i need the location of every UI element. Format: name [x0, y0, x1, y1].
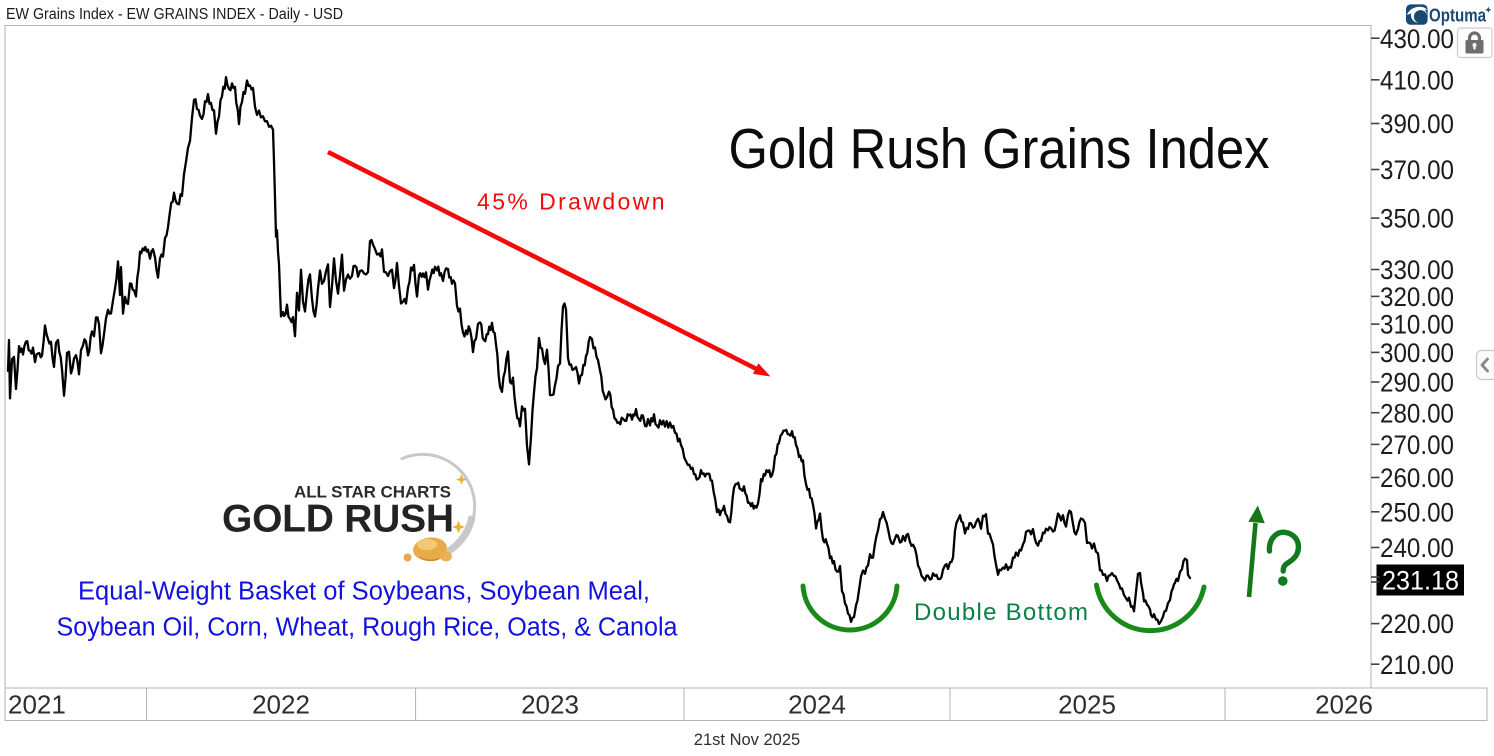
svg-text:370.00: 370.00: [1380, 155, 1454, 185]
svg-text:2023: 2023: [521, 690, 579, 720]
svg-text:Equal-Weight Basket of Soybean: Equal-Weight Basket of Soybeans, Soybean…: [78, 578, 650, 606]
svg-text:210.00: 210.00: [1380, 650, 1454, 680]
svg-text:EW Grains Index - EW GRAINS IN: EW Grains Index - EW GRAINS INDEX - Dail…: [6, 6, 343, 23]
svg-text:350.00: 350.00: [1380, 204, 1454, 234]
svg-text:2025: 2025: [1058, 690, 1116, 720]
svg-text:270.00: 270.00: [1380, 430, 1454, 460]
svg-text:Optuma: Optuma: [1429, 5, 1487, 26]
svg-text:45% Drawdown: 45% Drawdown: [477, 189, 667, 215]
svg-text:260.00: 260.00: [1380, 463, 1454, 493]
svg-text:250.00: 250.00: [1380, 497, 1454, 527]
svg-text:GOLD RUSH: GOLD RUSH: [222, 498, 454, 541]
svg-text:2022: 2022: [252, 690, 310, 720]
svg-text:2026: 2026: [1315, 690, 1373, 720]
svg-text:Soybean Oil, Corn, Wheat, Roug: Soybean Oil, Corn, Wheat, Rough Rice, Oa…: [57, 614, 679, 642]
svg-text:21st Nov 2025: 21st Nov 2025: [694, 731, 800, 749]
svg-text:410.00: 410.00: [1380, 65, 1454, 95]
svg-text:2024: 2024: [788, 690, 846, 720]
svg-text:330.00: 330.00: [1380, 255, 1454, 285]
svg-text:ALL STAR CHARTS: ALL STAR CHARTS: [294, 483, 451, 502]
svg-text:300.00: 300.00: [1380, 338, 1454, 368]
svg-text:430.00: 430.00: [1380, 24, 1454, 54]
svg-text:Gold Rush Grains Index: Gold Rush Grains Index: [729, 117, 1270, 181]
svg-text:280.00: 280.00: [1380, 398, 1454, 428]
svg-text:220.00: 220.00: [1380, 609, 1454, 639]
svg-text:Double Bottom: Double Bottom: [914, 599, 1088, 626]
svg-text:320.00: 320.00: [1380, 282, 1454, 312]
svg-text:310.00: 310.00: [1380, 310, 1454, 340]
svg-text:390.00: 390.00: [1380, 109, 1454, 139]
svg-text:231.18: 231.18: [1382, 566, 1459, 596]
svg-text:290.00: 290.00: [1380, 368, 1454, 398]
svg-text:240.00: 240.00: [1380, 533, 1454, 563]
svg-text:2021: 2021: [8, 690, 66, 720]
